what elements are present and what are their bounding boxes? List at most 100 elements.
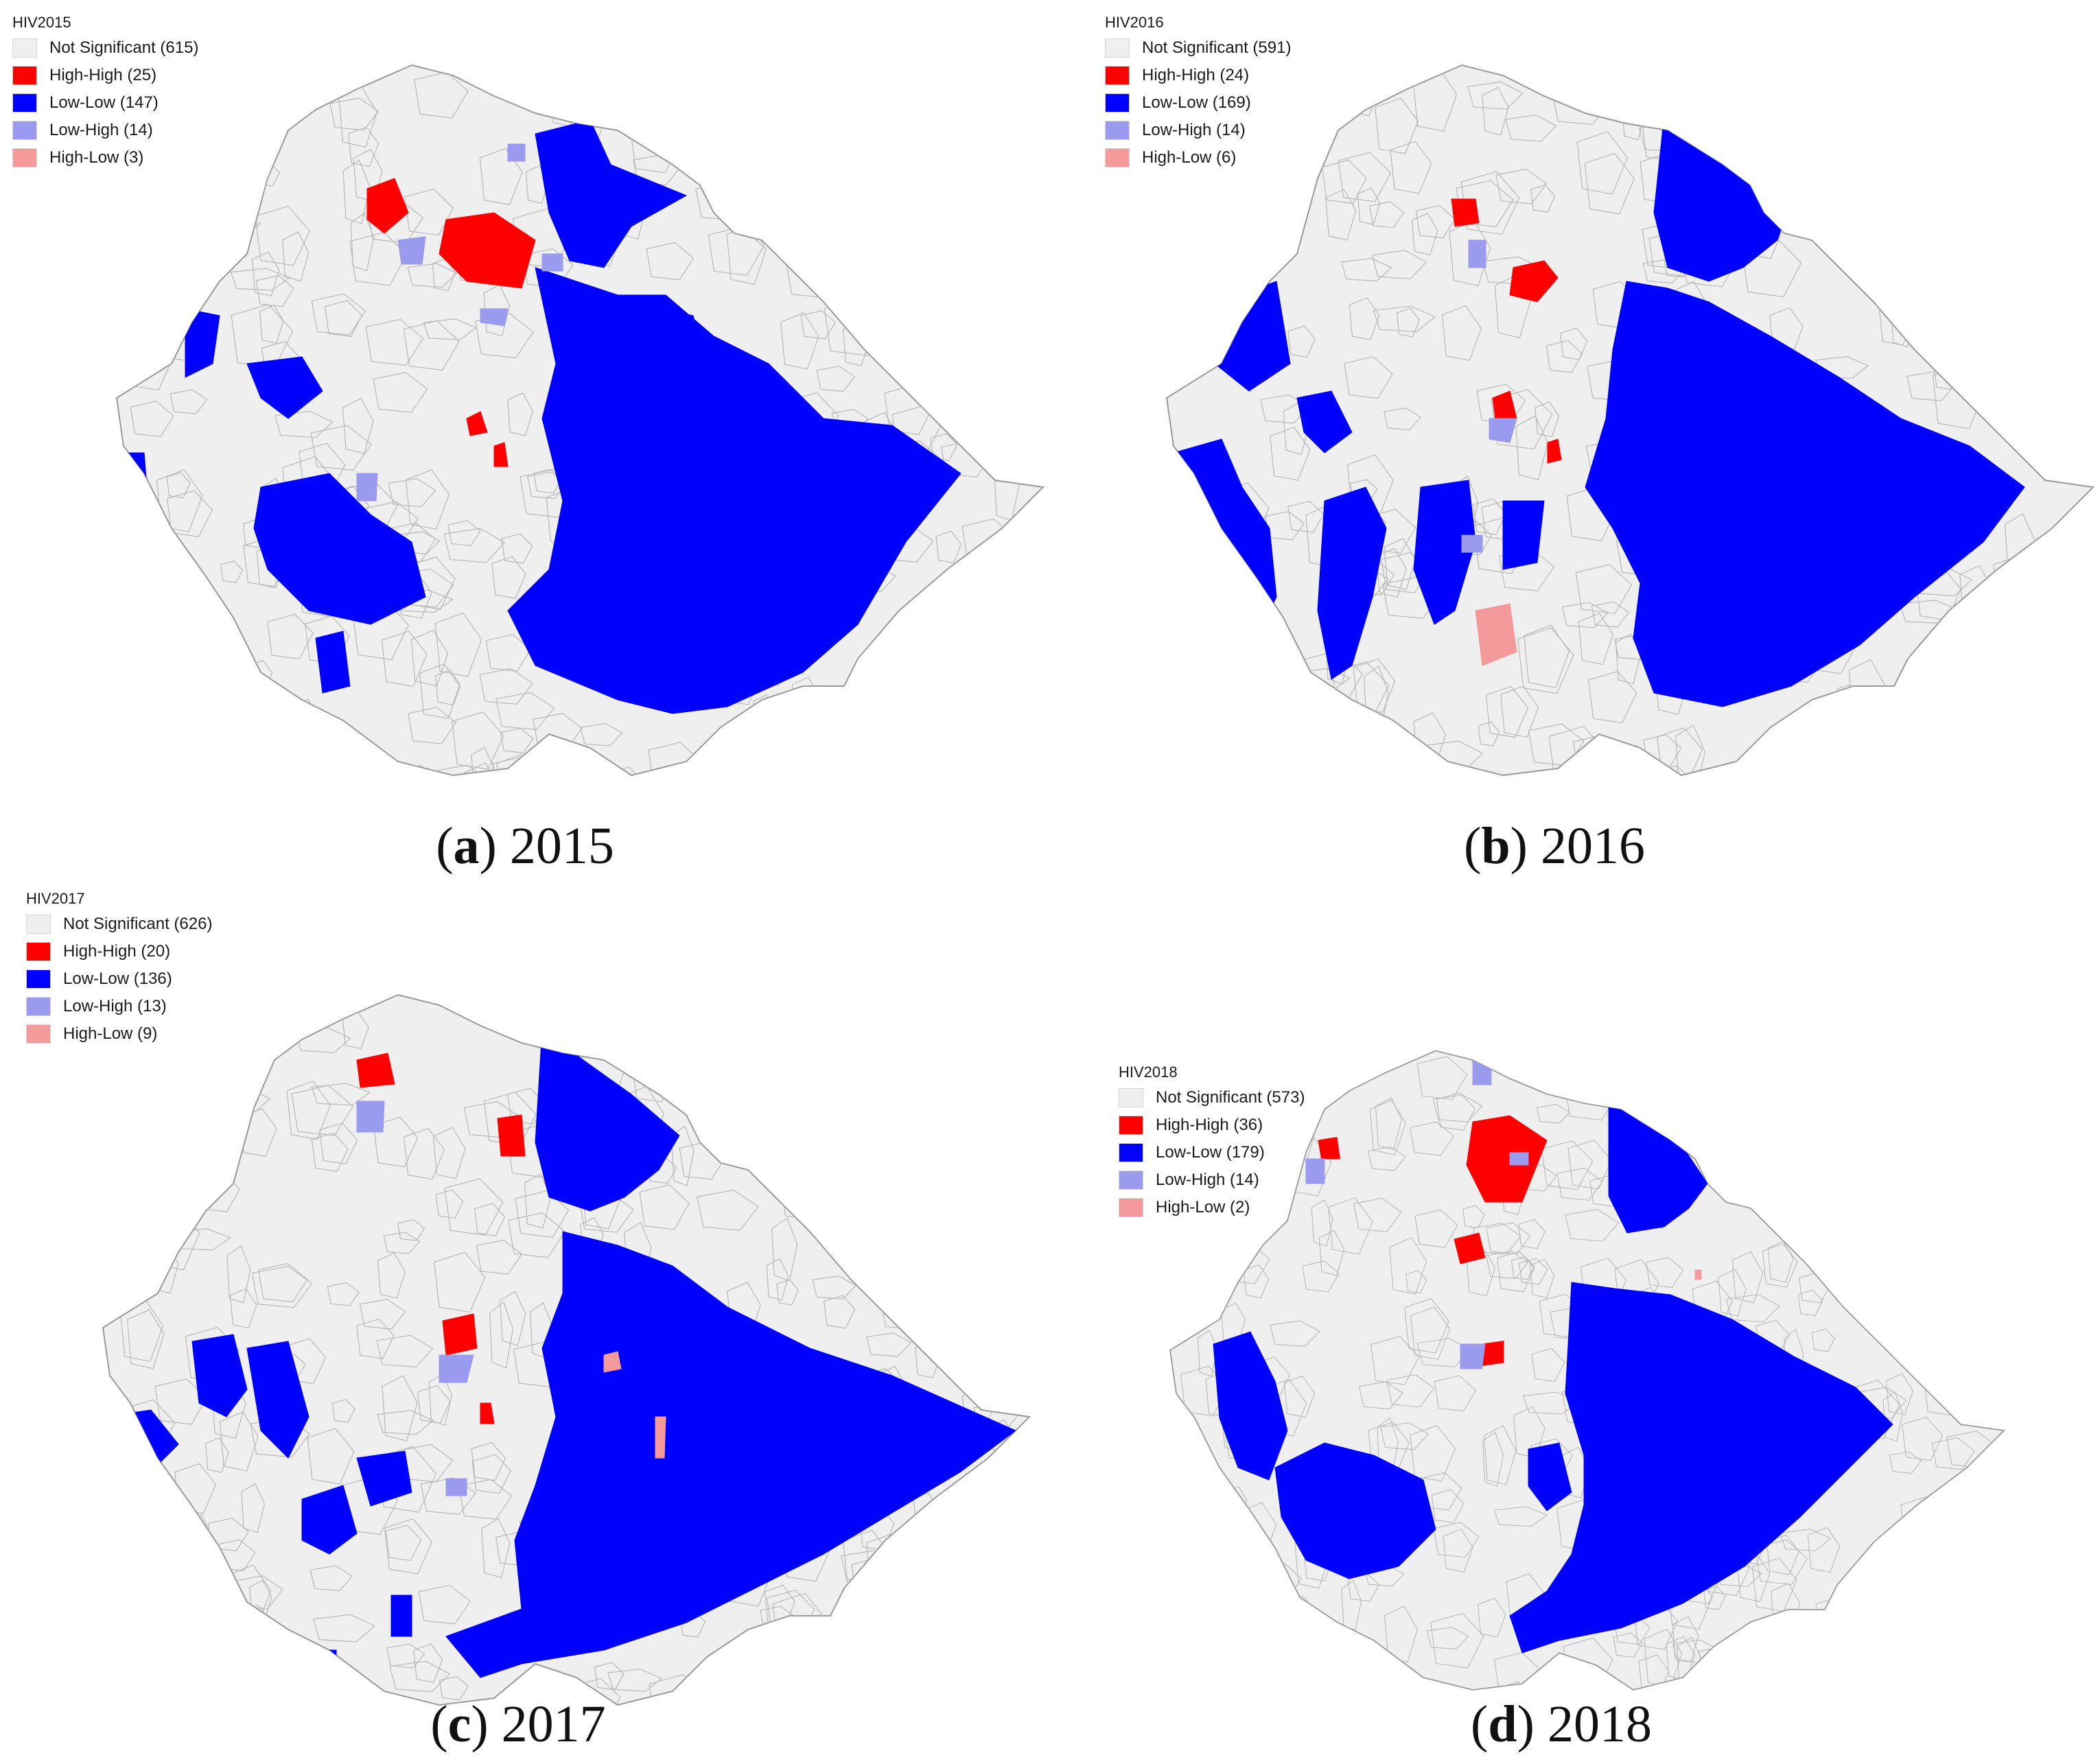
- district-boundary: [1467, 81, 1524, 110]
- low-high-cluster: [1489, 418, 1517, 443]
- district-boundary: [199, 1057, 260, 1101]
- district-boundary: [1529, 1258, 1555, 1299]
- legend-swatch: [26, 997, 51, 1016]
- district-boundary: [2007, 224, 2057, 267]
- low-high-cluster: [356, 473, 378, 502]
- district-boundary: [1210, 178, 1259, 239]
- district-boundary: [646, 242, 695, 281]
- district-boundary: [839, 762, 902, 775]
- district-boundary: [1814, 1191, 1865, 1240]
- district-boundary: [1373, 305, 1436, 333]
- district-boundary: [1441, 305, 1482, 362]
- district-boundary: [771, 1217, 798, 1282]
- district-boundary: [1914, 680, 1946, 718]
- legend-swatch: [1105, 66, 1130, 85]
- district-boundary: [2087, 139, 2093, 167]
- district-boundary: [739, 1627, 770, 1675]
- district-boundary: [1904, 190, 1928, 215]
- district-boundary: [1436, 1092, 1476, 1131]
- high-high-cluster: [1451, 198, 1480, 227]
- district-boundary: [2087, 156, 2093, 205]
- district-boundary: [1638, 1654, 1670, 1691]
- district-boundary: [829, 153, 881, 178]
- district-boundary: [250, 69, 282, 135]
- low-low-cluster: [535, 1028, 680, 1212]
- district-boundary: [483, 283, 511, 337]
- district-boundary: [1398, 770, 1456, 775]
- district-boundary: [2064, 348, 2093, 414]
- district-boundary: [1541, 1140, 1594, 1190]
- district-boundary: [957, 1540, 990, 1594]
- district-boundary: [765, 751, 802, 775]
- legend-label: Low-Low (179): [1156, 1143, 1265, 1162]
- district-boundary: [964, 80, 994, 120]
- district-boundary: [376, 1410, 434, 1435]
- district-boundary: [957, 715, 983, 746]
- district-boundary: [124, 541, 174, 565]
- district-boundary: [909, 1656, 939, 1705]
- district-boundary: [1518, 1219, 1545, 1249]
- district-boundary: [405, 764, 432, 775]
- district-boundary: [319, 1122, 358, 1165]
- district-boundary: [1703, 1586, 1726, 1610]
- legend-swatch: [1105, 148, 1130, 167]
- district-boundary: [213, 707, 259, 737]
- district-boundary: [312, 1614, 376, 1643]
- district-boundary: [1970, 128, 2029, 180]
- district-boundary: [124, 1623, 165, 1682]
- district-boundary: [1431, 1489, 1465, 1524]
- district-boundary: [1960, 283, 2000, 311]
- district-boundary: [342, 1012, 369, 1049]
- district-boundary: [1389, 1237, 1427, 1295]
- low-high-cluster: [1509, 1152, 1529, 1166]
- district-boundary: [1987, 1592, 2005, 1636]
- district-boundary: [1958, 647, 2021, 690]
- legend-item: Low-Low (136): [26, 965, 212, 993]
- legend-item: Low-High (14): [1105, 117, 1291, 144]
- district-boundary: [743, 1694, 788, 1705]
- district-boundary: [492, 755, 547, 775]
- district-boundary: [982, 1480, 1029, 1505]
- legend-item: Low-Low (147): [12, 89, 198, 117]
- district-boundary: [1772, 131, 1798, 163]
- legend-item: Low-Low (169): [1105, 89, 1291, 117]
- legend-swatch: [12, 66, 37, 85]
- district-boundary: [1901, 1417, 1944, 1461]
- district-boundary: [870, 1592, 919, 1622]
- district-boundary: [1204, 764, 1228, 775]
- district-boundary: [1711, 1171, 1748, 1191]
- district-boundary: [1486, 1250, 1528, 1280]
- caption-letter: a: [453, 817, 480, 875]
- district-boundary: [1750, 1625, 1795, 1686]
- district-boundary: [189, 229, 224, 287]
- district-boundary: [2000, 373, 2042, 396]
- district-boundary: [2057, 396, 2092, 436]
- district-boundary: [607, 1669, 662, 1692]
- high-high-cluster: [480, 1402, 495, 1424]
- district-boundary: [1672, 1616, 1699, 1662]
- district-boundary: [1017, 1487, 1029, 1551]
- district-boundary: [1500, 685, 1539, 738]
- district-boundary: [1410, 1121, 1455, 1156]
- legend-swatch: [26, 969, 51, 989]
- district-boundary: [1396, 307, 1420, 338]
- district-boundary: [1476, 384, 1526, 424]
- district-boundary: [311, 293, 366, 336]
- district-boundary: [959, 1020, 994, 1055]
- district-boundary: [814, 1174, 837, 1216]
- low-low-cluster: [356, 1450, 412, 1507]
- low-low-cluster: [185, 308, 220, 378]
- district-boundary: [1567, 1140, 1612, 1190]
- district-boundary: [251, 1265, 313, 1308]
- district-boundary: [951, 209, 983, 265]
- district-boundary: [816, 366, 855, 392]
- district-boundary: [288, 67, 312, 89]
- district-boundary: [373, 1116, 419, 1168]
- district-boundary: [1341, 1579, 1362, 1631]
- district-boundary: [1390, 141, 1432, 194]
- legend-label: High-High (24): [1142, 66, 1250, 84]
- district-boundary: [984, 758, 1043, 775]
- district-boundary: [1910, 113, 1965, 142]
- district-boundary: [1173, 552, 1211, 611]
- district-boundary: [1485, 685, 1528, 738]
